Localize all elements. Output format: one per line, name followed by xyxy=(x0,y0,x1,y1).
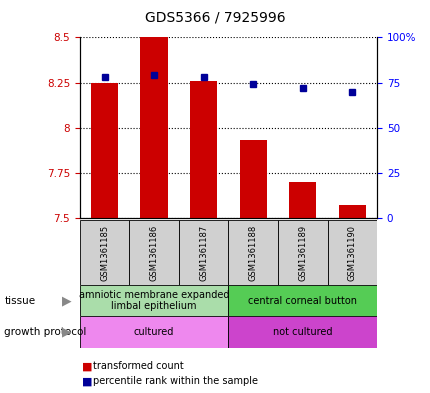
Bar xyxy=(338,206,365,218)
Bar xyxy=(190,81,217,218)
Text: GSM1361186: GSM1361186 xyxy=(149,224,158,281)
Text: cultured: cultured xyxy=(134,327,174,337)
Text: GDS5366 / 7925996: GDS5366 / 7925996 xyxy=(145,11,285,25)
FancyBboxPatch shape xyxy=(277,220,327,285)
Text: ▶: ▶ xyxy=(62,325,71,339)
FancyBboxPatch shape xyxy=(228,285,376,316)
FancyBboxPatch shape xyxy=(80,220,129,285)
Text: GSM1361185: GSM1361185 xyxy=(100,224,109,281)
FancyBboxPatch shape xyxy=(228,220,277,285)
Text: ■: ■ xyxy=(82,361,92,371)
FancyBboxPatch shape xyxy=(80,285,228,316)
Text: growth protocol: growth protocol xyxy=(4,327,86,337)
FancyBboxPatch shape xyxy=(80,316,228,348)
FancyBboxPatch shape xyxy=(228,316,376,348)
Text: GSM1361188: GSM1361188 xyxy=(248,224,257,281)
Text: tissue: tissue xyxy=(4,296,35,306)
Bar xyxy=(140,37,167,218)
Text: ■: ■ xyxy=(82,376,92,386)
Text: GSM1361189: GSM1361189 xyxy=(298,224,307,281)
Bar xyxy=(289,182,316,218)
Text: not cultured: not cultured xyxy=(272,327,332,337)
Text: GSM1361190: GSM1361190 xyxy=(347,224,356,281)
Bar xyxy=(239,140,266,218)
FancyBboxPatch shape xyxy=(178,220,228,285)
FancyBboxPatch shape xyxy=(327,220,376,285)
Text: amniotic membrane expanded
limbal epithelium: amniotic membrane expanded limbal epithe… xyxy=(79,290,229,311)
Text: transformed count: transformed count xyxy=(92,361,183,371)
Bar xyxy=(91,83,118,218)
FancyBboxPatch shape xyxy=(129,220,178,285)
Text: central corneal button: central corneal button xyxy=(248,296,356,306)
Text: ▶: ▶ xyxy=(62,294,71,307)
Text: percentile rank within the sample: percentile rank within the sample xyxy=(92,376,257,386)
Text: GSM1361187: GSM1361187 xyxy=(199,224,208,281)
